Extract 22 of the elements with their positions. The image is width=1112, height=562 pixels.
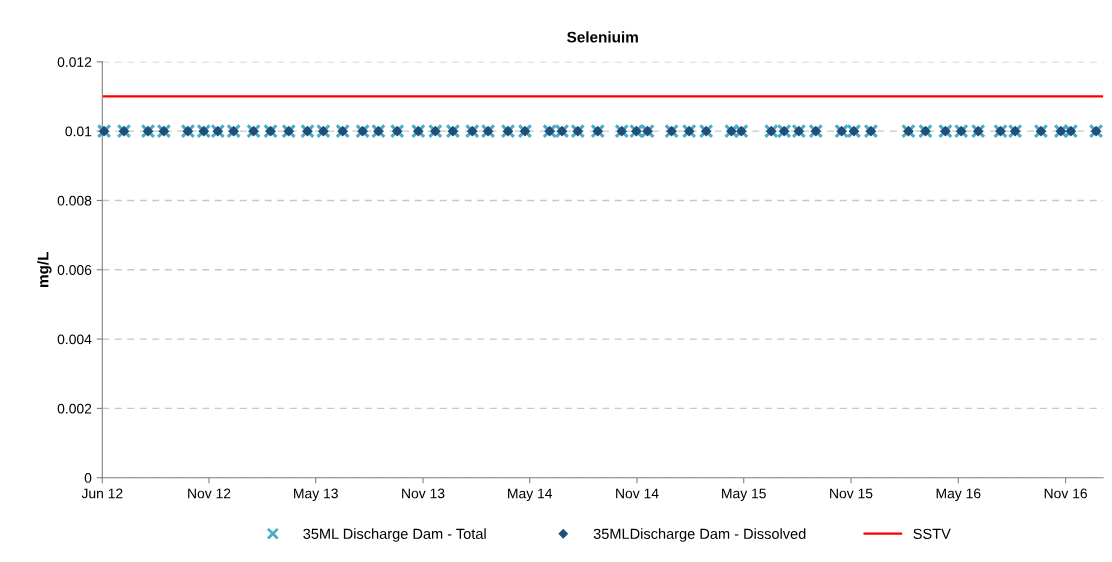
x-tick-label: Jun 12: [81, 488, 123, 499]
x-tick-label: Nov 12: [188, 488, 231, 499]
y-tick-label: 0.002: [57, 403, 92, 414]
x-tick-label: Nov 14: [616, 488, 659, 499]
x-tick-label: May 13: [294, 488, 338, 502]
x-tick-label: May 15: [722, 488, 766, 502]
y-tick-label: 0.012: [57, 57, 92, 67]
legend-label: 35ML Discharge Dam - Total: [303, 528, 486, 542]
y-tick-label: 0: [84, 473, 92, 483]
legend-label: 35MLDischarge Dam - Dissolved: [593, 528, 806, 542]
x-tick-label: May 16: [936, 488, 981, 502]
chart-title: Seleniuim: [567, 31, 638, 43]
y-axis-title: mg/L: [37, 251, 52, 287]
legend-label: SSTV: [913, 528, 951, 539]
y-tick-label: 0.006: [57, 265, 92, 275]
y-tick-label: 0.004: [57, 334, 92, 345]
y-tick-label: 0.01: [65, 126, 92, 137]
x-tick-label: Nov 13: [402, 488, 445, 499]
x-tick-label: Nov 16: [1044, 488, 1087, 499]
x-tick-label: Nov 15: [830, 488, 873, 499]
x-tick-label: May 14: [508, 488, 553, 502]
y-tick-label: 0.008: [57, 195, 92, 206]
